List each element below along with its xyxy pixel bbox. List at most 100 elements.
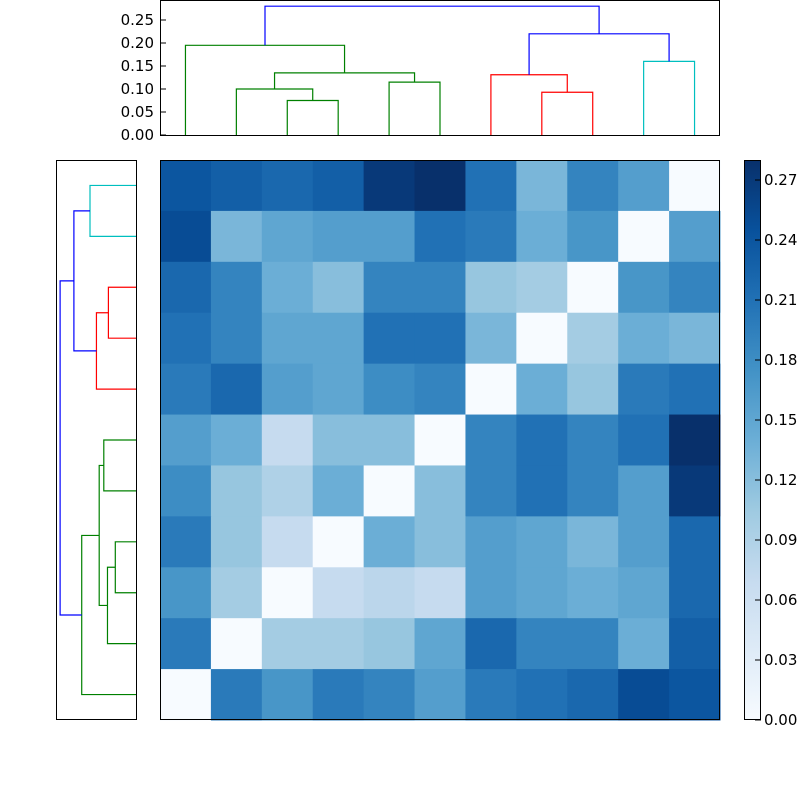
heatmap-cell: [160, 618, 212, 670]
heatmap-cell: [160, 516, 212, 568]
colorbar-tick-label: 0.06: [764, 591, 797, 609]
heatmap-cell: [465, 516, 517, 568]
heatmap-cell: [516, 261, 568, 314]
heatmap-cell: [567, 160, 619, 212]
colorbar-ticks: 0.00 0.03 0.06 0.09 0.12 0.15 0.18 0.21 0.24 0.27: [755, 171, 797, 729]
heatmap-cell: [465, 567, 517, 619]
colorbar-tick-label: 0.00: [764, 711, 797, 729]
colorbar-tick-label: 0.15: [764, 411, 797, 429]
heatmap-cell: [465, 465, 517, 517]
heatmap-cell: [312, 160, 365, 212]
left-dendrogram-link-1: [107, 286, 136, 339]
left-dendrogram-link-2: [95, 312, 136, 390]
heatmap-cell: [210, 516, 263, 568]
heatmap-cell: [669, 210, 721, 263]
heatmap-cell: [465, 261, 517, 314]
top-dendrogram-link-4: [184, 44, 346, 135]
heatmap-cell: [210, 210, 263, 263]
heatmap-cell: [414, 261, 466, 314]
heatmap-cell: [210, 465, 263, 517]
top-dendrogram-ytick-label: 0.15: [121, 57, 154, 75]
heatmap-cell: [618, 312, 670, 365]
heatmap-cell: [669, 567, 721, 619]
heatmap-cell: [363, 567, 416, 619]
top-dendrogram-link-9: [264, 5, 600, 46]
heatmap-cell: [261, 618, 314, 670]
heatmap-cell: [210, 261, 263, 314]
heatmap-cell: [312, 516, 365, 568]
heatmap-cell: [312, 465, 365, 517]
heatmap-cell: [160, 160, 212, 212]
colorbar: 0.00 0.03 0.06 0.09 0.12 0.15 0.18 0.21 0.24 0.27: [744, 160, 797, 729]
heatmap-cell: [465, 363, 517, 416]
heatmap-cell: [363, 618, 416, 670]
heatmap-cell: [669, 363, 721, 416]
heatmap-cell: [261, 261, 314, 314]
heatmap-cell: [363, 312, 416, 365]
heatmap-cell: [669, 312, 721, 365]
colorbar-tick-label: 0.27: [764, 171, 797, 189]
top-dendrogram-ytick-label: 0.10: [121, 80, 154, 98]
heatmap-cells: [160, 160, 721, 721]
left-dendrogram: [56, 160, 137, 720]
heatmap-cell: [363, 160, 416, 212]
heatmap-cell: [210, 363, 263, 416]
heatmap-cell: [261, 669, 314, 721]
heatmap-cell: [160, 669, 212, 721]
heatmap-cell: [261, 516, 314, 568]
heatmap-cell: [312, 312, 365, 365]
heatmap-cell: [312, 414, 365, 466]
heatmap-cell: [516, 363, 568, 416]
heatmap-cell: [261, 465, 314, 517]
heatmap-cell: [669, 465, 721, 517]
heatmap-cell: [618, 567, 670, 619]
top-dendrogram-ytick-label: 0.05: [121, 103, 154, 121]
top-dendrogram-y-axis: 0.00 0.05 0.10 0.15 0.20 0.25: [121, 11, 166, 144]
heatmap-cell: [618, 160, 670, 212]
heatmap-cell: [567, 516, 619, 568]
distance-heatmap: [160, 160, 721, 721]
heatmap-cell: [210, 618, 263, 670]
left-dendrogram-link-5: [114, 541, 136, 594]
heatmap-cell: [465, 414, 517, 466]
heatmap-cell: [312, 669, 365, 721]
heatmap-cell: [669, 414, 721, 466]
heatmap-cell: [363, 363, 416, 416]
heatmap-cell: [618, 210, 670, 263]
top-dendrogram-ytick-label: 0.00: [121, 126, 154, 144]
heatmap-cell: [516, 465, 568, 517]
colorbar-tick-label: 0.09: [764, 531, 797, 549]
heatmap-cell: [669, 618, 721, 670]
heatmap-cell: [414, 567, 466, 619]
heatmap-frame: [160, 160, 720, 720]
heatmap-cell: [516, 312, 568, 365]
heatmap-cell: [160, 363, 212, 416]
heatmap-cell: [414, 516, 466, 568]
heatmap-cell: [210, 160, 263, 212]
heatmap-cell: [312, 261, 365, 314]
heatmap-cell: [618, 669, 670, 721]
colorbar-tick-label: 0.03: [764, 651, 797, 669]
heatmap-cell: [669, 261, 721, 314]
heatmap-cell: [363, 414, 416, 466]
colorbar-frame: [744, 160, 761, 720]
top-dendrogram: 0.00 0.05 0.10 0.15 0.20 0.25: [121, 0, 720, 144]
colorbar-bar: [745, 160, 761, 720]
heatmap-cell: [312, 363, 365, 416]
heatmap-cell: [567, 261, 619, 314]
heatmap-cell: [210, 567, 263, 619]
heatmap-cell: [465, 312, 517, 365]
heatmap-cell: [210, 312, 263, 365]
heatmap-cell: [516, 516, 568, 568]
heatmap-cell: [414, 669, 466, 721]
heatmap-cell: [261, 567, 314, 619]
top-dendrogram-link-7: [643, 60, 696, 135]
heatmap-cell: [363, 516, 416, 568]
colorbar-tick-label: 0.12: [764, 471, 797, 489]
heatmap-cell: [261, 312, 314, 365]
heatmap-cell: [414, 160, 466, 212]
top-dendrogram-link-6: [490, 74, 568, 135]
heatmap-cell: [160, 312, 212, 365]
heatmap-cell: [618, 516, 670, 568]
